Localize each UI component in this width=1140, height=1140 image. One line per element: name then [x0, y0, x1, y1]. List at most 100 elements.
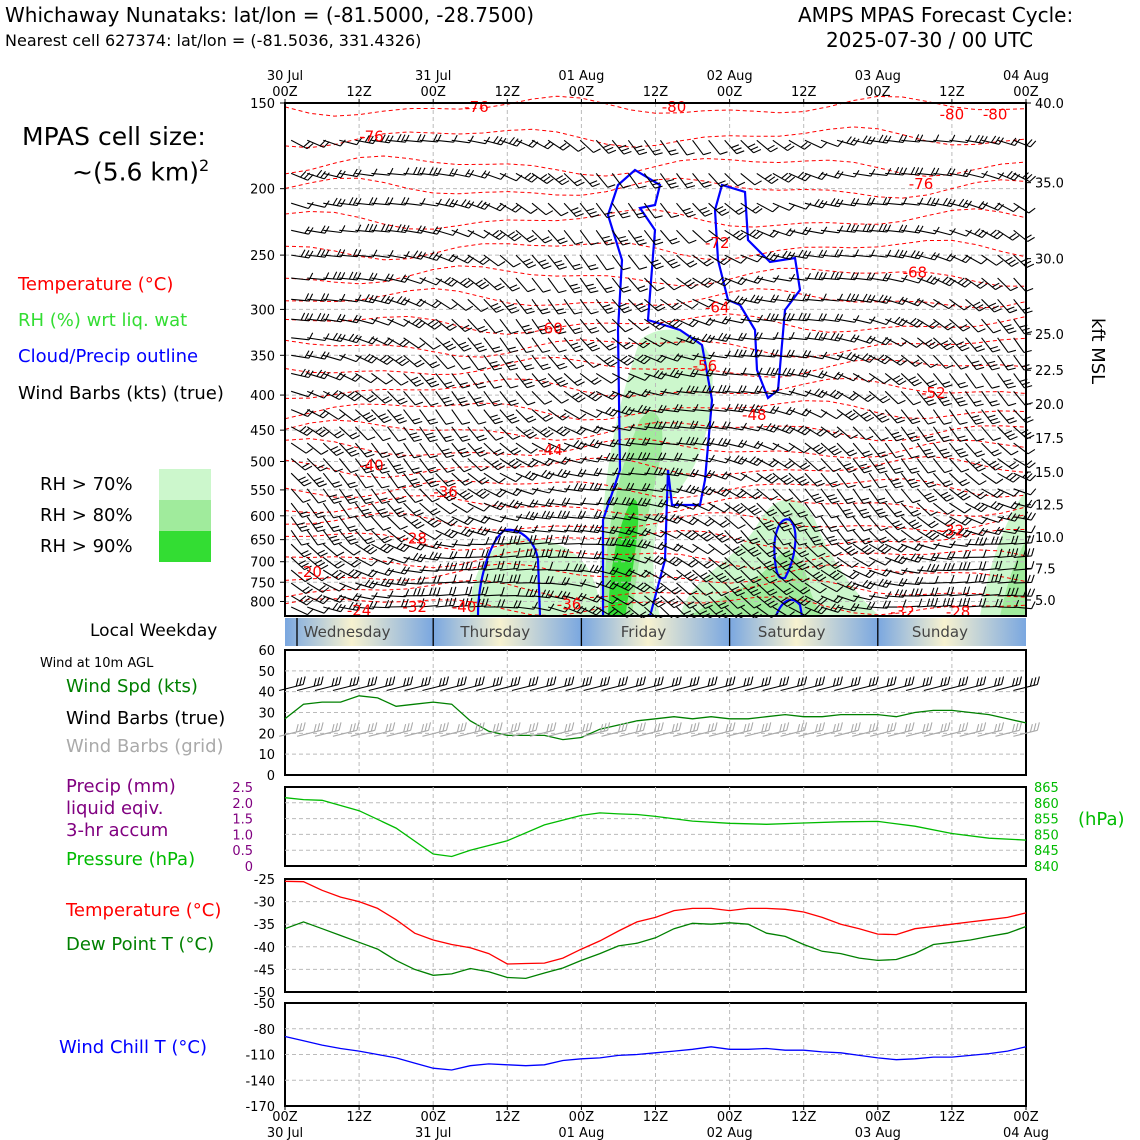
barb-flag: [331, 497, 340, 501]
barb-flag: [445, 343, 454, 348]
barb-flag: [998, 536, 1003, 545]
wind-barb: [981, 354, 1000, 371]
barb-flag: [612, 582, 619, 590]
barb-staff: [756, 172, 772, 185]
wind-barb: [740, 488, 763, 500]
barb-flag: [895, 454, 904, 459]
barb-staff: [868, 409, 883, 423]
wind-barb: [981, 373, 1000, 389]
barb-flag: [731, 586, 740, 591]
barb-flag: [517, 525, 523, 534]
barb-flag: [886, 591, 892, 599]
barb-staff: [515, 390, 529, 406]
barb-flag: [540, 363, 549, 367]
barb-flag: [606, 242, 615, 246]
wind-barb: [338, 516, 358, 532]
barb-flag: [950, 563, 955, 571]
barb-flag: [529, 588, 534, 597]
barb-flag: [445, 493, 454, 499]
barb-flag: [922, 448, 931, 452]
barb-flag: [625, 497, 631, 506]
barb-flag: [543, 429, 551, 436]
barb-staff: [836, 277, 856, 281]
barb-staff: [965, 409, 977, 425]
wind-barb: [515, 511, 539, 521]
barb-staff: [676, 229, 690, 244]
barb-flag: [334, 561, 342, 567]
wind-barb: [547, 442, 571, 452]
barb-flag: [670, 600, 679, 606]
barb-staff: [820, 254, 839, 258]
legend-rh90: RH > 90%: [40, 536, 133, 557]
barb-flag: [411, 435, 420, 439]
barb-flag: [994, 308, 1002, 313]
barb-staff: [772, 337, 791, 340]
barb-staff: [563, 409, 580, 420]
barb-flag: [994, 561, 999, 570]
barb-flag: [673, 500, 680, 508]
barb-flag: [558, 177, 567, 183]
barb-flag: [1006, 170, 1013, 178]
wind-barb: [322, 472, 343, 488]
barb-flag: [622, 242, 631, 246]
wind-barb: [371, 354, 394, 365]
barb-staff: [403, 337, 419, 349]
wind-barb: [483, 573, 505, 584]
barb-flag: [416, 553, 423, 561]
wind-barb: [901, 250, 924, 260]
barb-staff: [483, 277, 498, 291]
wind-barb: [852, 458, 872, 474]
barb-staff: [483, 172, 501, 180]
barb-staff: [885, 595, 904, 598]
barb-flag: [763, 560, 772, 566]
barb-flag: [364, 135, 370, 143]
wind-barb: [355, 372, 378, 384]
barb-flag: [366, 470, 375, 474]
barb-flag: [381, 396, 390, 402]
wind-barb: [885, 578, 908, 587]
barb-staff: [499, 458, 516, 469]
barb-staff: [451, 488, 467, 501]
barb-flag: [589, 482, 595, 491]
wind-barb: [932, 373, 953, 388]
barb-flag: [479, 328, 488, 333]
wind-barb: [644, 420, 667, 430]
barb-flag: [340, 314, 346, 323]
barb-flag: [1010, 501, 1017, 508]
barb-staff: [788, 337, 807, 341]
cloud-outline: [476, 528, 542, 617]
barb-flag: [605, 579, 612, 587]
wind-barb: [900, 354, 923, 367]
barb-flag: [593, 439, 599, 448]
barb-flag: [853, 138, 860, 146]
wind-barb: [499, 472, 523, 483]
barb-flag: [912, 499, 921, 504]
barb-flag: [645, 390, 651, 398]
wind-barb: [499, 535, 521, 545]
barb-staff: [419, 139, 438, 143]
barb-staff: [740, 277, 759, 284]
barb-flag: [608, 149, 617, 154]
barb-staff: [997, 298, 1010, 314]
barb-flag: [1007, 548, 1011, 557]
wind-barb: [676, 139, 695, 156]
wind-barb: [531, 603, 555, 612]
barb-flag: [834, 249, 839, 257]
wind-barb: [804, 543, 826, 558]
barb-flag: [416, 251, 423, 259]
wind-barb: [339, 314, 362, 324]
barb-flag: [557, 237, 565, 242]
barb-staff: [740, 458, 758, 467]
barb-flag: [737, 565, 746, 571]
barb-staff: [467, 337, 480, 353]
barb-staff: [371, 606, 390, 609]
barb-staff: [628, 372, 646, 381]
wind-barb: [949, 458, 970, 473]
wind-barb: [451, 169, 475, 178]
barb-staff: [467, 229, 485, 239]
wind-barb: [708, 229, 730, 242]
wind-barb: [1013, 354, 1032, 371]
wind-barb: [772, 293, 795, 303]
barb-flag: [685, 210, 694, 215]
wind-barb: [740, 202, 763, 214]
